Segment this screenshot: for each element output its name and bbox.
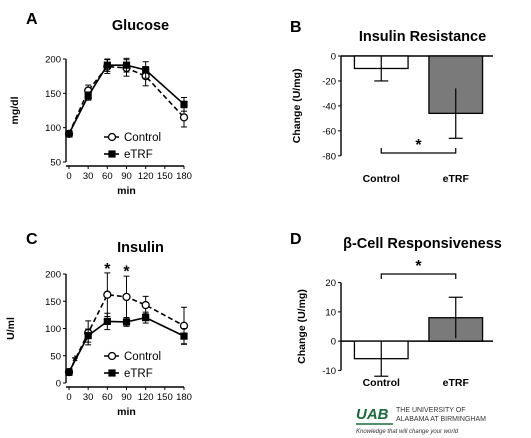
panel-b-y-tick-label: -60: [322, 126, 336, 137]
panel-d-y-tick-label: -10: [322, 366, 336, 377]
uab-logo-tagline: Knowledge that will change your world: [356, 429, 459, 435]
uab-logo-mark: UAB: [356, 406, 389, 423]
panel-b-y-tick-label: -20: [322, 76, 336, 87]
panel-a-point-etrf: [180, 100, 188, 108]
panel-c-x-tick-label: 0: [66, 392, 71, 403]
panel-d-letter: D: [290, 231, 302, 248]
panel-c-y-label: U/ml: [5, 317, 17, 340]
panel-d-y-label: Change (U/mg): [296, 289, 308, 364]
panel-c-significance-star: *: [72, 353, 79, 370]
panel-a-x-tick-label: 150: [157, 171, 173, 182]
panel-c-x-tick-label: 30: [83, 392, 94, 403]
panel-a-x-tick-label: 90: [121, 171, 132, 182]
panel-c-legend-marker: [107, 351, 117, 361]
panel-a-x-tick-label: 0: [66, 171, 71, 182]
panel-c-y-tick-label: 150: [45, 297, 61, 308]
panel-d-y-tick-label: 10: [325, 307, 336, 318]
panel-a-point-etrf: [122, 61, 131, 69]
panel-d-category-control: Control: [363, 377, 400, 389]
panel-d-significance-bracket: [380, 273, 457, 279]
panel-d-y-tick-label: 20: [325, 278, 336, 289]
panel-c-point-etrf: [65, 368, 73, 376]
panel-c-point-control: [103, 290, 112, 299]
panel-c-x-tick-label: 120: [138, 392, 154, 403]
panel-c-x-label: min: [117, 406, 136, 418]
panel-a-x-tick-label: 30: [83, 171, 94, 182]
panel-d-significance-star: *: [415, 258, 422, 275]
panel-c-series-etrf-line: [68, 316, 185, 373]
panel-a-legend-marker: [108, 150, 116, 158]
panel-a-y-tick-label: 100: [45, 123, 61, 134]
panel-c-significance-star: *: [123, 264, 130, 281]
panel-a-letter: A: [26, 11, 38, 28]
panel-b-significance-bracket: [380, 148, 457, 154]
panel-c-x-tick-label: 150: [157, 392, 173, 403]
panel-d-y-tick-label: 0: [331, 337, 336, 348]
panel-b-y-tick-label: 0: [331, 52, 336, 63]
panel-c-point-control: [122, 292, 131, 302]
panel-a-point-etrf: [65, 130, 73, 138]
panel-d-title: β-Cell Responsiveness: [343, 236, 502, 252]
panel-c-point-etrf: [142, 314, 150, 322]
uab-logo-line1: THE UNIVERSITY OF: [396, 407, 466, 414]
panel-a-x-tick-label: 120: [138, 171, 154, 182]
panel-c-legend-label: Control: [124, 351, 161, 363]
panel-c-series-control-line: [68, 293, 185, 373]
panel-d-category-etrf: eTRF: [443, 377, 470, 389]
panel-a-point-etrf: [103, 61, 111, 69]
panel-c-point-etrf: [180, 332, 188, 340]
panel-a-legend-marker: [107, 132, 117, 142]
panel-c-y-tick-label: 200: [45, 270, 61, 281]
panel-b-y-tick-label: -40: [322, 101, 336, 112]
panel-a-point-etrf: [84, 92, 92, 100]
uab-logo-line2: ALABAMA AT BIRMINGHAM: [396, 416, 486, 423]
panel-c-x-tick-label: 180: [176, 392, 192, 403]
panel-b-letter: B: [290, 19, 302, 36]
panel-a-title: Glucose: [112, 18, 169, 34]
panel-a-legend-label: Control: [124, 132, 161, 144]
panel-c-y-tick-label: 100: [45, 324, 61, 335]
panel-a-point-etrf: [142, 66, 150, 74]
panel-a-y-tick-label: 200: [45, 55, 61, 66]
panel-c-legend-label: eTRF: [124, 368, 153, 380]
panel-c-point-etrf: [103, 317, 111, 326]
panel-b-title: Insulin Resistance: [359, 29, 486, 45]
panel-c-title: Insulin: [117, 240, 164, 256]
panel-b-significance-star: *: [415, 137, 422, 154]
panel-a-legend-label: eTRF: [124, 149, 153, 161]
panel-a-y-tick-label: 50: [50, 158, 61, 169]
panel-c-letter: C: [26, 231, 38, 248]
panel-c-x-tick-label: 90: [121, 392, 132, 403]
panel-c-significance-star: *: [104, 261, 111, 278]
panel-b-y-tick-label: -80: [322, 151, 336, 162]
panel-a-x-tick-label: 60: [102, 171, 113, 182]
panel-a-y-label: mg/dl: [9, 96, 21, 124]
panel-b-category-etrf: eTRF: [443, 173, 470, 185]
panel-b-category-control: Control: [363, 173, 400, 185]
panel-c-y-tick-label: 50: [50, 351, 61, 362]
panel-c-legend-marker: [108, 369, 116, 377]
panel-a-point-control: [179, 113, 189, 122]
panel-a-y-tick-label: 150: [45, 89, 61, 100]
panel-a-x-label: min: [117, 185, 136, 197]
panel-c-x-tick-label: 60: [102, 392, 113, 403]
panel-a-series-etrf-line: [68, 64, 185, 135]
panel-b-y-label: Change (U/mg): [291, 69, 303, 144]
panel-c-point-etrf: [84, 331, 92, 340]
panel-c-point-etrf: [122, 318, 131, 326]
panel-a-x-tick-label: 180: [176, 171, 192, 182]
panel-c-point-control: [141, 300, 150, 310]
panel-c-y-tick-label: 0: [56, 379, 61, 390]
